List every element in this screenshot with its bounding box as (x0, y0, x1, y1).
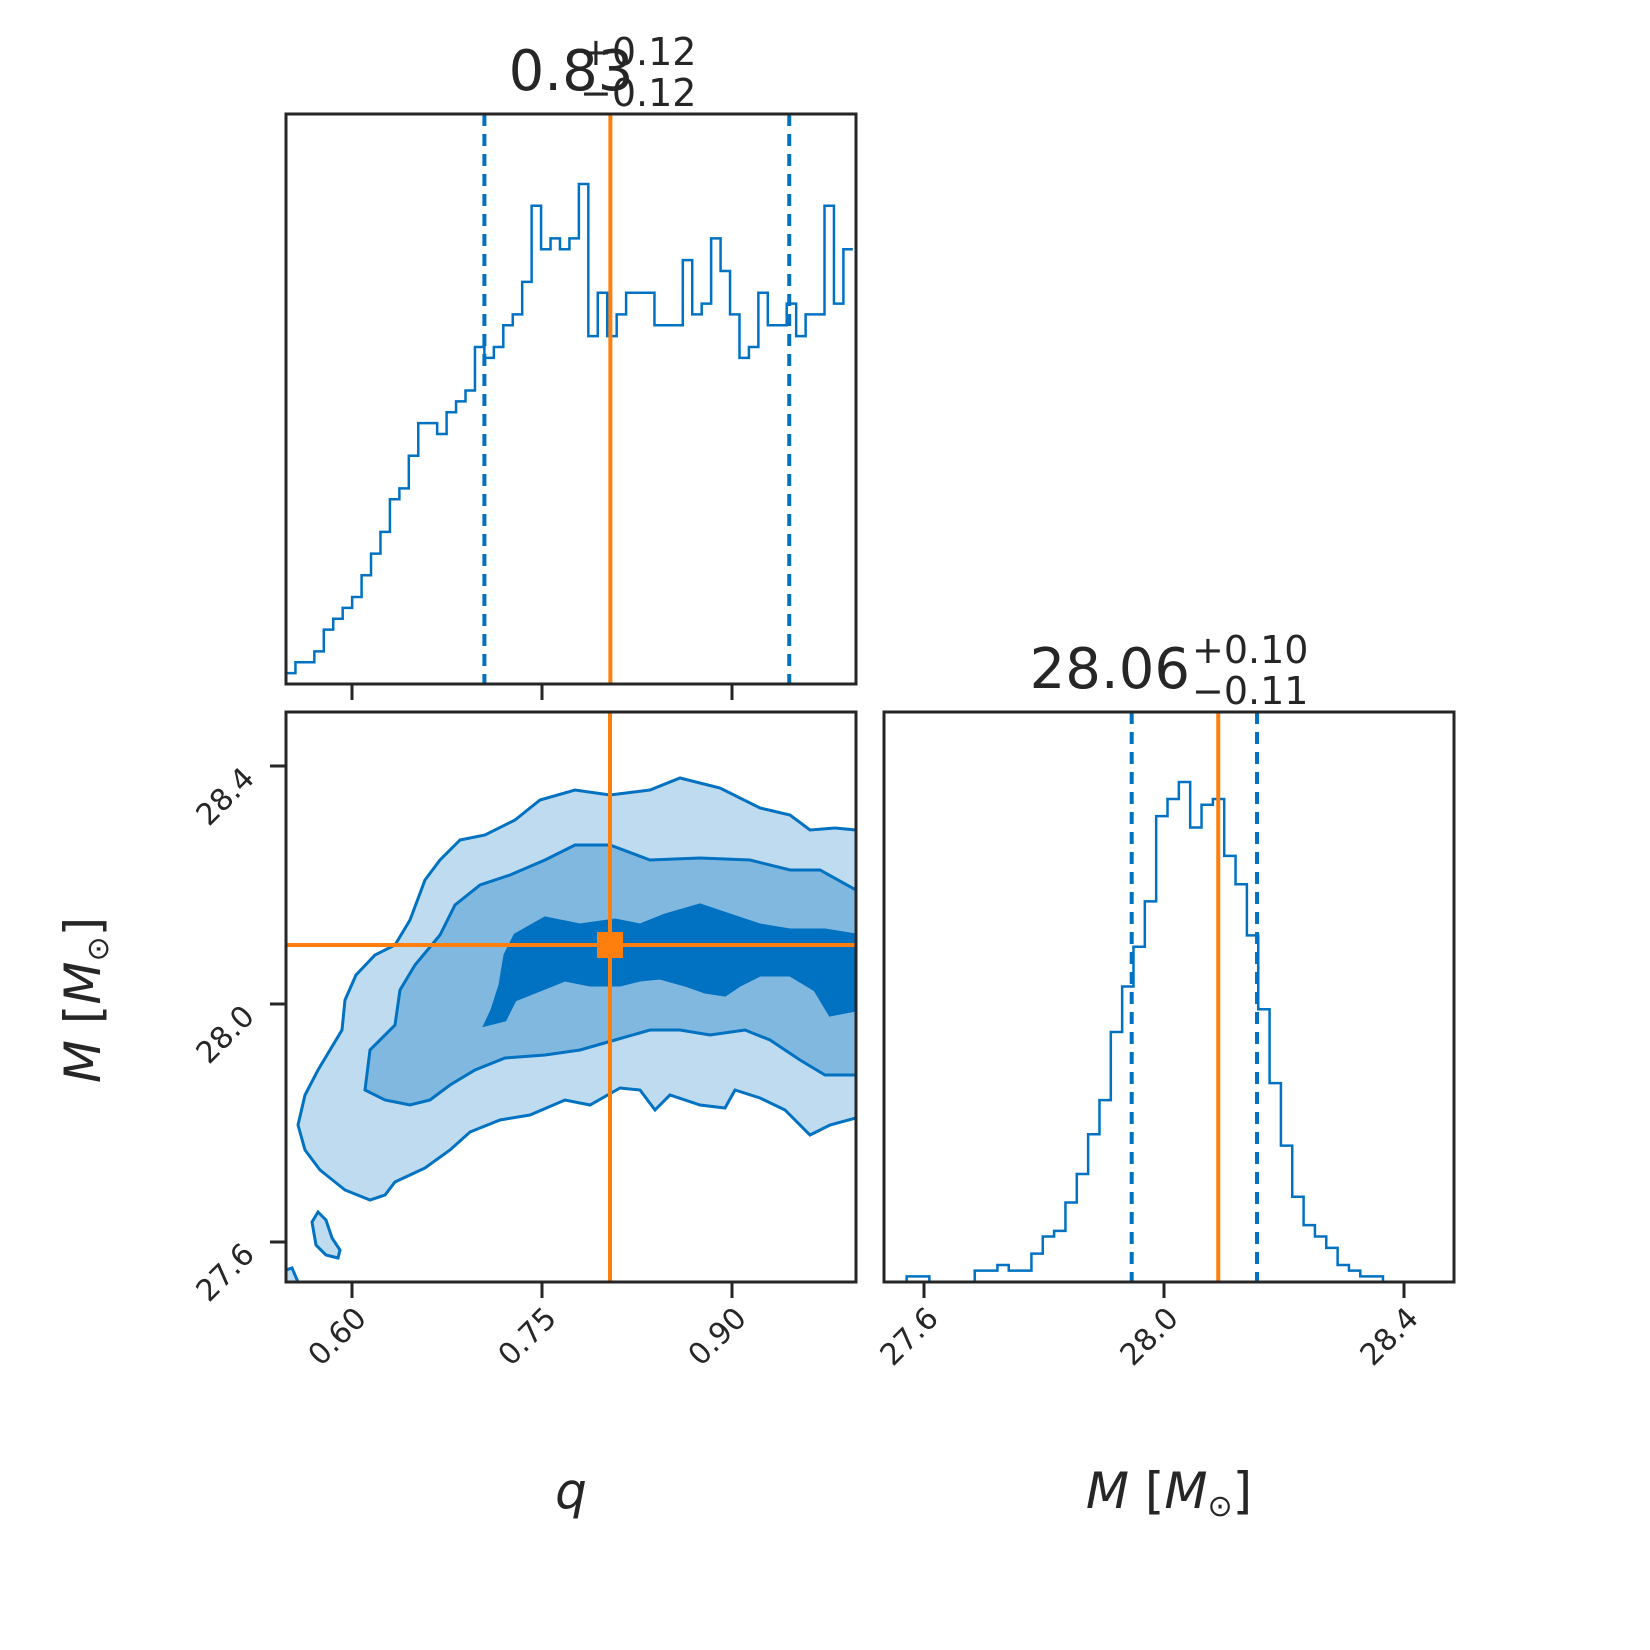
contour-blob-lower-left (310, 1209, 342, 1260)
y-tick-label-0: 27.6 (190, 1237, 262, 1309)
M-title-value: 28.06 (1030, 637, 1190, 702)
x-tick-label-0: 0.60 (302, 1301, 374, 1373)
M-title-minus: −0.11 (1192, 669, 1308, 713)
contour-x-ticks (350, 1282, 734, 1298)
M-axis-label-horizontal: M [M⊙] (1086, 1462, 1252, 1524)
q-histogram-steps (286, 182, 853, 675)
q-title-value: 0.83 (509, 39, 634, 104)
M-axis-label-vertical: M [M⊙] (54, 917, 116, 1083)
M-x-tick-label-1: 28.0 (1114, 1301, 1186, 1373)
M-histogram-panel: 27.6 28.0 28.4 28.06 +0.10 −0.11 M [M⊙] (874, 628, 1456, 1524)
q-title-minus: −0.12 (580, 71, 696, 115)
q-histogram-panel: 0.83 +0.12 −0.12 (284, 30, 858, 700)
contour-frame (284, 710, 858, 1284)
y-tick-label-2: 28.4 (190, 761, 262, 833)
q-histogram-frame (284, 112, 858, 686)
truth-marker (597, 932, 623, 958)
M-histogram-frame (882, 710, 1456, 1284)
q-title-plus: +0.12 (580, 30, 696, 74)
M-x-tick-label-2: 28.4 (1354, 1301, 1426, 1373)
x-tick-label-1: 0.75 (492, 1301, 564, 1373)
M-x-tick-label-0: 27.6 (874, 1301, 946, 1373)
x-tick-label-2: 0.90 (682, 1301, 754, 1373)
q-M-contour-panel: 0.60 0.75 0.90 27.6 28.0 28.4 q M [M⊙] (54, 710, 858, 1520)
y-tick-label-1: 28.0 (190, 999, 262, 1071)
q-histogram-ticks (350, 684, 734, 700)
M-histogram-steps (884, 780, 1452, 1284)
contour-y-ticks (270, 764, 286, 1244)
contour-inner-fill (482, 903, 856, 1028)
q-title: 0.83 (509, 39, 634, 104)
M-title-plus: +0.10 (1192, 628, 1308, 672)
q-axis-label: q (555, 1462, 587, 1520)
M-histogram-x-ticks (922, 1282, 1406, 1298)
contour-blob-corner (286, 1266, 300, 1282)
